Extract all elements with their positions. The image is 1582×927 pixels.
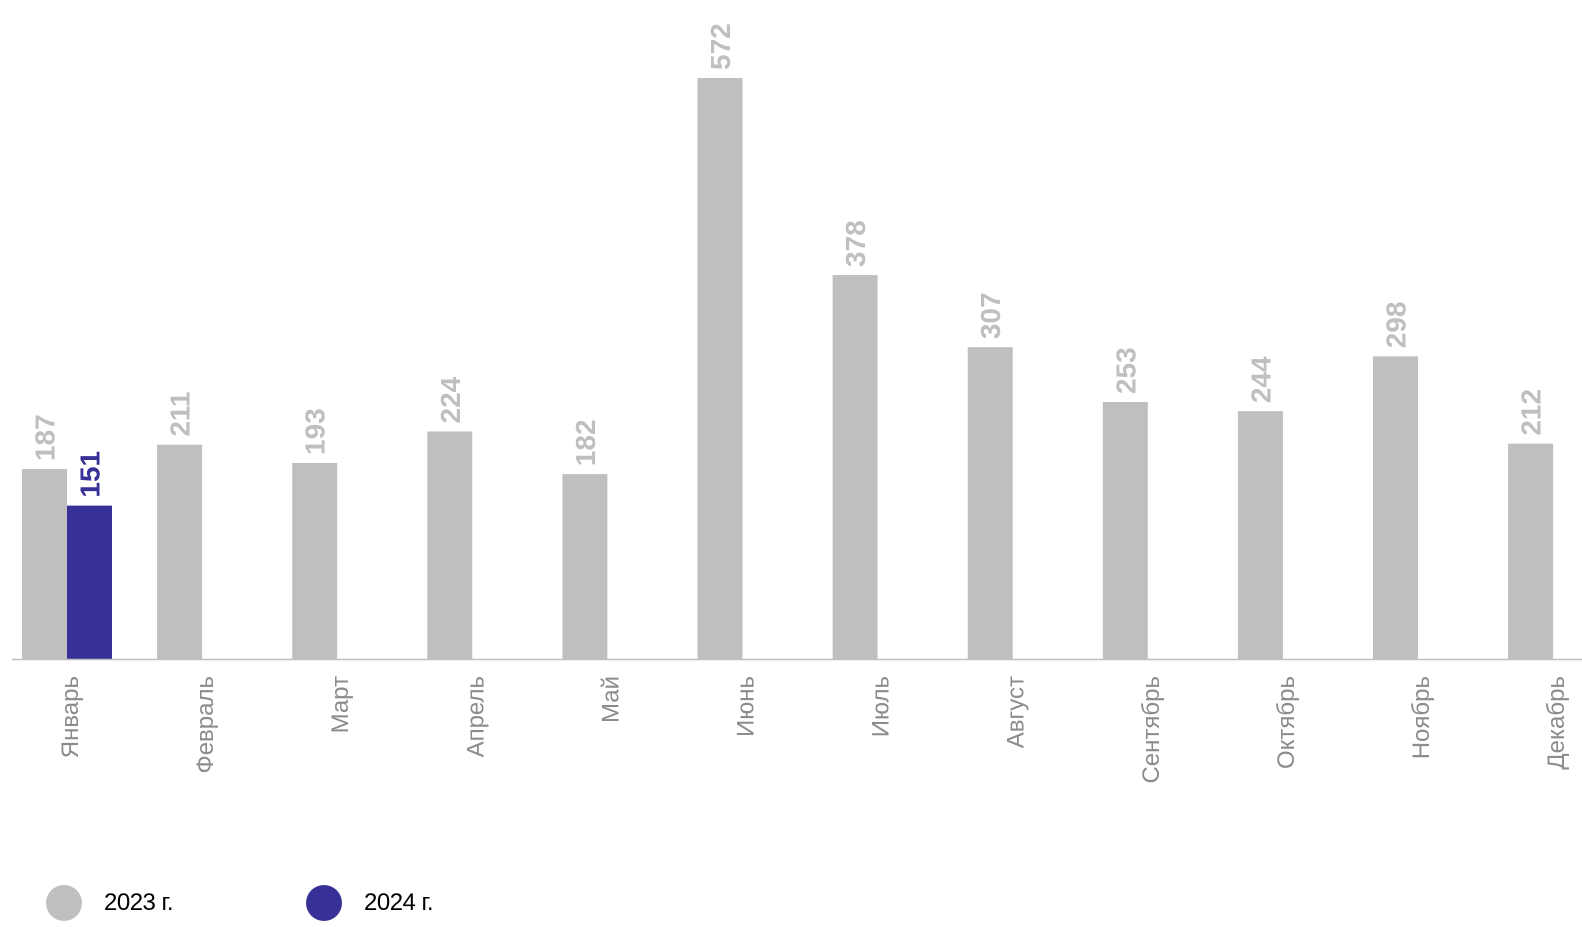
category-labels-layer: Январь Февраль Март Апрель Май Июнь Июль Август… [57, 676, 1570, 784]
value-label-2023-г-12: 212 [1516, 389, 1547, 436]
value-label-2023-г-9: 253 [1110, 347, 1141, 394]
legend-swatch-2024 [306, 885, 342, 921]
legend-item-2024: 2024 г. [306, 885, 434, 921]
category-label-10: Октябрь [1273, 676, 1300, 769]
value-label-2023-г-5: 182 [570, 419, 601, 466]
category-label-9: Сентябрь [1138, 676, 1165, 784]
category-label-5: Май [597, 676, 624, 723]
value-label-2023-г-11: 298 [1381, 302, 1412, 349]
category-label-3: Март [327, 676, 354, 733]
bar-2023-г-7 [832, 275, 878, 659]
value-label-2023-г-6: 572 [705, 23, 736, 70]
category-label-12: Декабрь [1543, 676, 1570, 770]
value-labels-layer: 187 151 211 193 224 182 572 378 307 253 244 298 212 [30, 23, 1547, 497]
bar-2023-г-8 [967, 347, 1013, 659]
category-label-7: Июль [868, 676, 895, 737]
value-label-2023-г-8: 307 [975, 292, 1006, 339]
bar-2023-г-3 [292, 462, 338, 659]
bar-2023-г-5 [562, 474, 608, 659]
value-label-2024-г-1: 151 [75, 451, 106, 498]
value-label-2023-г-3: 193 [300, 408, 331, 455]
bar-2023-г-12 [1508, 443, 1554, 659]
category-label-8: Август [1003, 676, 1030, 748]
bar-2023-г-9 [1102, 402, 1148, 659]
legend-swatch-2023 [46, 885, 82, 921]
bar-2024-г-1 [67, 505, 112, 659]
category-label-2: Февраль [192, 676, 219, 774]
legend-label-2023: 2023 г. [104, 889, 174, 916]
bar-2023-г-11 [1373, 356, 1418, 659]
bar-2023-г-10 [1237, 411, 1283, 659]
bar-2023-г-4 [427, 431, 473, 659]
value-label-2023-г-2: 211 [165, 392, 196, 437]
legend-item-2023: 2023 г. [46, 885, 306, 921]
value-label-2023-г-4: 224 [435, 376, 466, 423]
category-label-6: Июнь [733, 676, 760, 737]
category-label-11: Ноябрь [1408, 676, 1435, 759]
value-label-2023-г-7: 378 [840, 220, 871, 267]
bar-2023-г-1 [22, 469, 67, 659]
legend-label-2024: 2024 г. [364, 889, 434, 916]
bars-layer [22, 78, 1554, 659]
category-label-4: Апрель [462, 676, 489, 757]
value-label-2023-г-10: 244 [1245, 356, 1276, 403]
bar-2023-г-2 [157, 444, 203, 659]
bar-2023-г-6 [697, 78, 743, 659]
category-label-1: Январь [57, 676, 84, 758]
value-label-2023-г-1: 187 [30, 414, 61, 461]
legend: 2023 г. 2024 г. [46, 884, 434, 922]
